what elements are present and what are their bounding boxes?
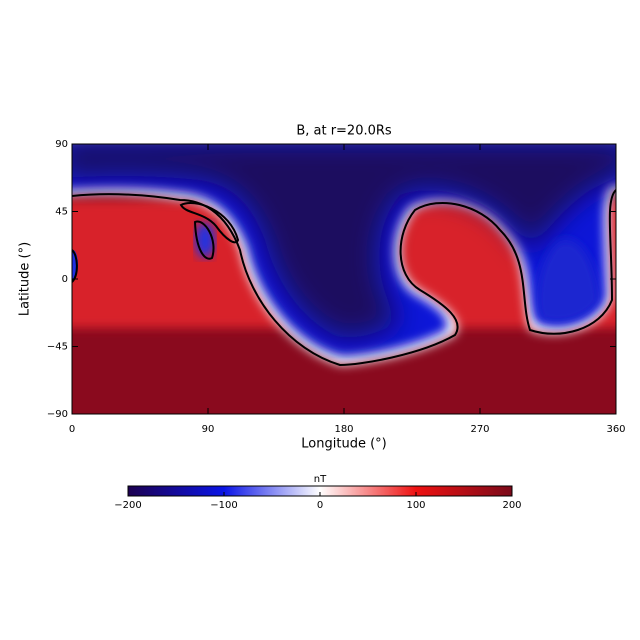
x-tick-label: 270	[470, 424, 489, 435]
colorbar-tick-label: 100	[406, 500, 425, 511]
x-tick-label: 180	[334, 424, 353, 435]
colorbar-label: nT	[314, 474, 327, 485]
y-tick-label: 90	[55, 139, 68, 150]
colorbar-tick-label: −200	[114, 500, 141, 511]
colorbar-tick-label: 200	[502, 500, 521, 511]
x-tick-label: 0	[69, 424, 75, 435]
y-tick-label: 45	[55, 207, 68, 218]
x-tick-label: 90	[202, 424, 215, 435]
y-tick-label: −90	[47, 409, 68, 420]
y-axis-label: Latitude (°)	[18, 242, 33, 316]
colorbar-tick-label: −100	[210, 500, 237, 511]
y-tick-label: −45	[47, 342, 68, 353]
chart-title: B, at r=20.0Rs	[296, 124, 392, 139]
colorbar-tick-label: 0	[317, 500, 323, 511]
y-tick-label: 0	[62, 274, 68, 285]
x-tick-label: 360	[606, 424, 625, 435]
field	[72, 144, 616, 414]
x-axis-label: Longitude (°)	[301, 437, 386, 452]
